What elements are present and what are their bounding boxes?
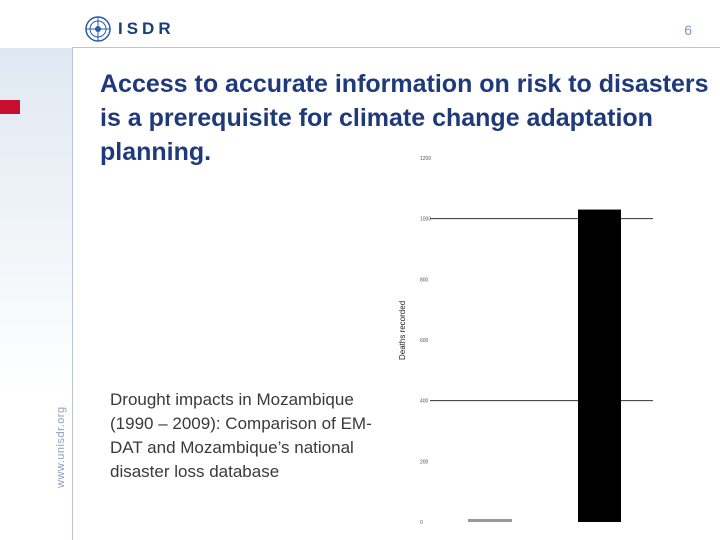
sidebar-panel bbox=[0, 48, 72, 540]
y-tick-label: 400 bbox=[420, 399, 429, 405]
page-number: 6 bbox=[684, 22, 692, 38]
y-tick-label: 200 bbox=[420, 459, 429, 465]
y-tick-label: 0 bbox=[420, 520, 423, 526]
y-tick-label: 1200 bbox=[420, 156, 431, 162]
logo-text: ISDR bbox=[118, 19, 175, 38]
y-axis-label: Deaths recorded bbox=[398, 301, 407, 360]
bar-series-2 bbox=[578, 209, 621, 523]
y-tick-label: 600 bbox=[420, 338, 429, 344]
chart-caption: Drought impacts in Mozambique (1990 – 20… bbox=[110, 390, 372, 481]
red-accent-mark bbox=[0, 100, 20, 114]
sidebar-divider bbox=[72, 48, 73, 540]
header-divider bbox=[72, 47, 720, 48]
bar-series-1 bbox=[468, 518, 512, 522]
un-emblem-icon bbox=[85, 16, 111, 42]
y-tick-label: 1000 bbox=[420, 217, 431, 223]
slide-title: Access to accurate information on risk t… bbox=[100, 70, 709, 166]
isdr-logo: ISDR bbox=[84, 15, 175, 43]
deaths-bar-chart: 0 200 400 600 800 1000 1200 Deaths recorded bbox=[398, 156, 653, 526]
site-url: www.unisdr.org bbox=[55, 406, 67, 488]
y-tick-label: 800 bbox=[420, 277, 429, 283]
